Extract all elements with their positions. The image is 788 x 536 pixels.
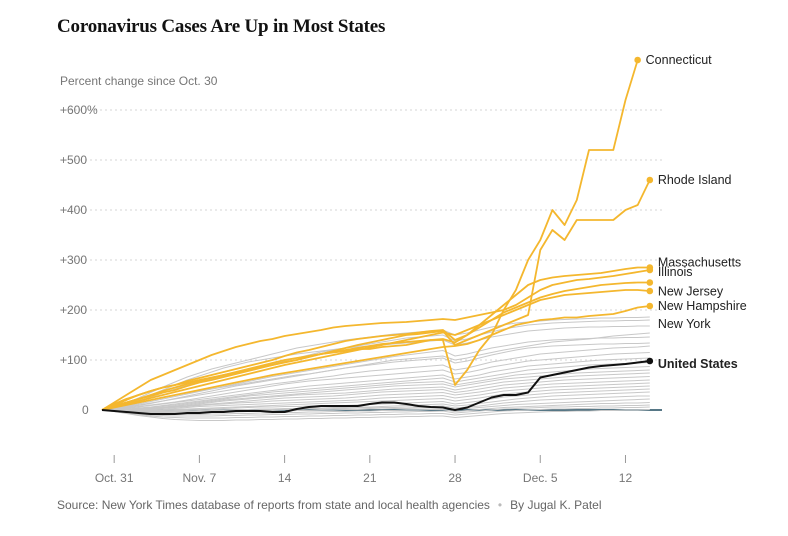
series-end-dot <box>634 56 641 64</box>
series-end-dot <box>646 287 654 295</box>
x-tick-label: Oct. 31 <box>95 471 134 485</box>
series-line-other <box>101 352 650 411</box>
series-line-other <box>102 379 650 412</box>
y-tick-label: 0 <box>82 403 89 417</box>
series-label: Connecticut <box>646 53 713 67</box>
series-line-other <box>102 366 650 411</box>
series-line-other <box>102 372 650 411</box>
series-line-new-jersey <box>101 281 650 411</box>
footer-separator: • <box>497 498 503 512</box>
y-tick-label: +500 <box>60 153 87 167</box>
series-line-new-york <box>101 305 650 411</box>
x-axis-ticks: Oct. 31 Nov. 7 14 21 28 Dec. 5 12 <box>95 455 633 485</box>
y-tick-label: +300 <box>60 253 87 267</box>
source-note: Source: New York Times database of repor… <box>57 498 490 512</box>
x-tick-label: 12 <box>619 471 633 485</box>
series-line-new-hampshire <box>101 289 650 411</box>
y-tick-label: +200 <box>60 303 87 317</box>
y-tick-label: +400 <box>60 203 87 217</box>
series-label: New York <box>658 317 712 331</box>
series-line-other <box>101 385 650 412</box>
y-tick-label: +100 <box>60 353 87 367</box>
series-end-dot <box>646 176 654 184</box>
series-line-other <box>101 342 650 411</box>
series-label: New Jersey <box>658 285 724 299</box>
series-line-other <box>101 362 650 411</box>
series-line-rhode-island <box>101 179 651 411</box>
y-axis-ticks: 0 +100 +200 +300 +400 +500 +600% <box>60 103 98 417</box>
highlighted-states-lines <box>101 56 654 411</box>
series-line-massachusetts <box>101 266 650 411</box>
byline: By Jugal K. Patel <box>510 498 602 512</box>
x-tick-label: 21 <box>363 471 377 485</box>
series-line-other <box>101 409 650 421</box>
series-line-other <box>101 357 650 411</box>
series-line-connecticut <box>101 59 639 411</box>
series-end-dot <box>646 266 654 274</box>
x-tick-label: 28 <box>448 471 462 485</box>
series-labels: Connecticut Rhode Island MassachusettsIlli… <box>646 53 747 371</box>
series-end-dot <box>646 302 654 310</box>
series-line-illinois <box>101 269 650 411</box>
footer: Source: New York Times database of repor… <box>57 498 602 512</box>
series-line-other <box>101 345 650 411</box>
series-end-dot <box>646 279 654 286</box>
series-label: Massachusetts <box>658 256 741 270</box>
series-line-other <box>101 391 650 412</box>
x-tick-label: Nov. 7 <box>182 471 216 485</box>
series-line-other <box>101 406 650 419</box>
series-label: Rhode Island <box>658 173 732 187</box>
series-line-other <box>101 402 650 415</box>
series-line-other <box>101 336 650 411</box>
series-label: New Hampshire <box>658 299 747 313</box>
series-end-dot <box>646 357 654 365</box>
series-line-united-states <box>101 360 650 415</box>
x-tick-label: Dec. 5 <box>523 471 558 485</box>
series-line-other <box>102 382 650 411</box>
series-line-other <box>101 404 650 417</box>
united-states-line <box>101 357 654 415</box>
chart-title: Coronavirus Cases Are Up in Most States <box>57 16 386 37</box>
series-label: United States <box>658 357 738 371</box>
series-line-other <box>101 395 650 413</box>
y-axis-label: Percent change since Oct. 30 <box>60 74 218 88</box>
y-tick-label: +600% <box>60 103 98 117</box>
x-tick-label: 14 <box>278 471 292 485</box>
series-label: Illinois <box>658 265 693 279</box>
